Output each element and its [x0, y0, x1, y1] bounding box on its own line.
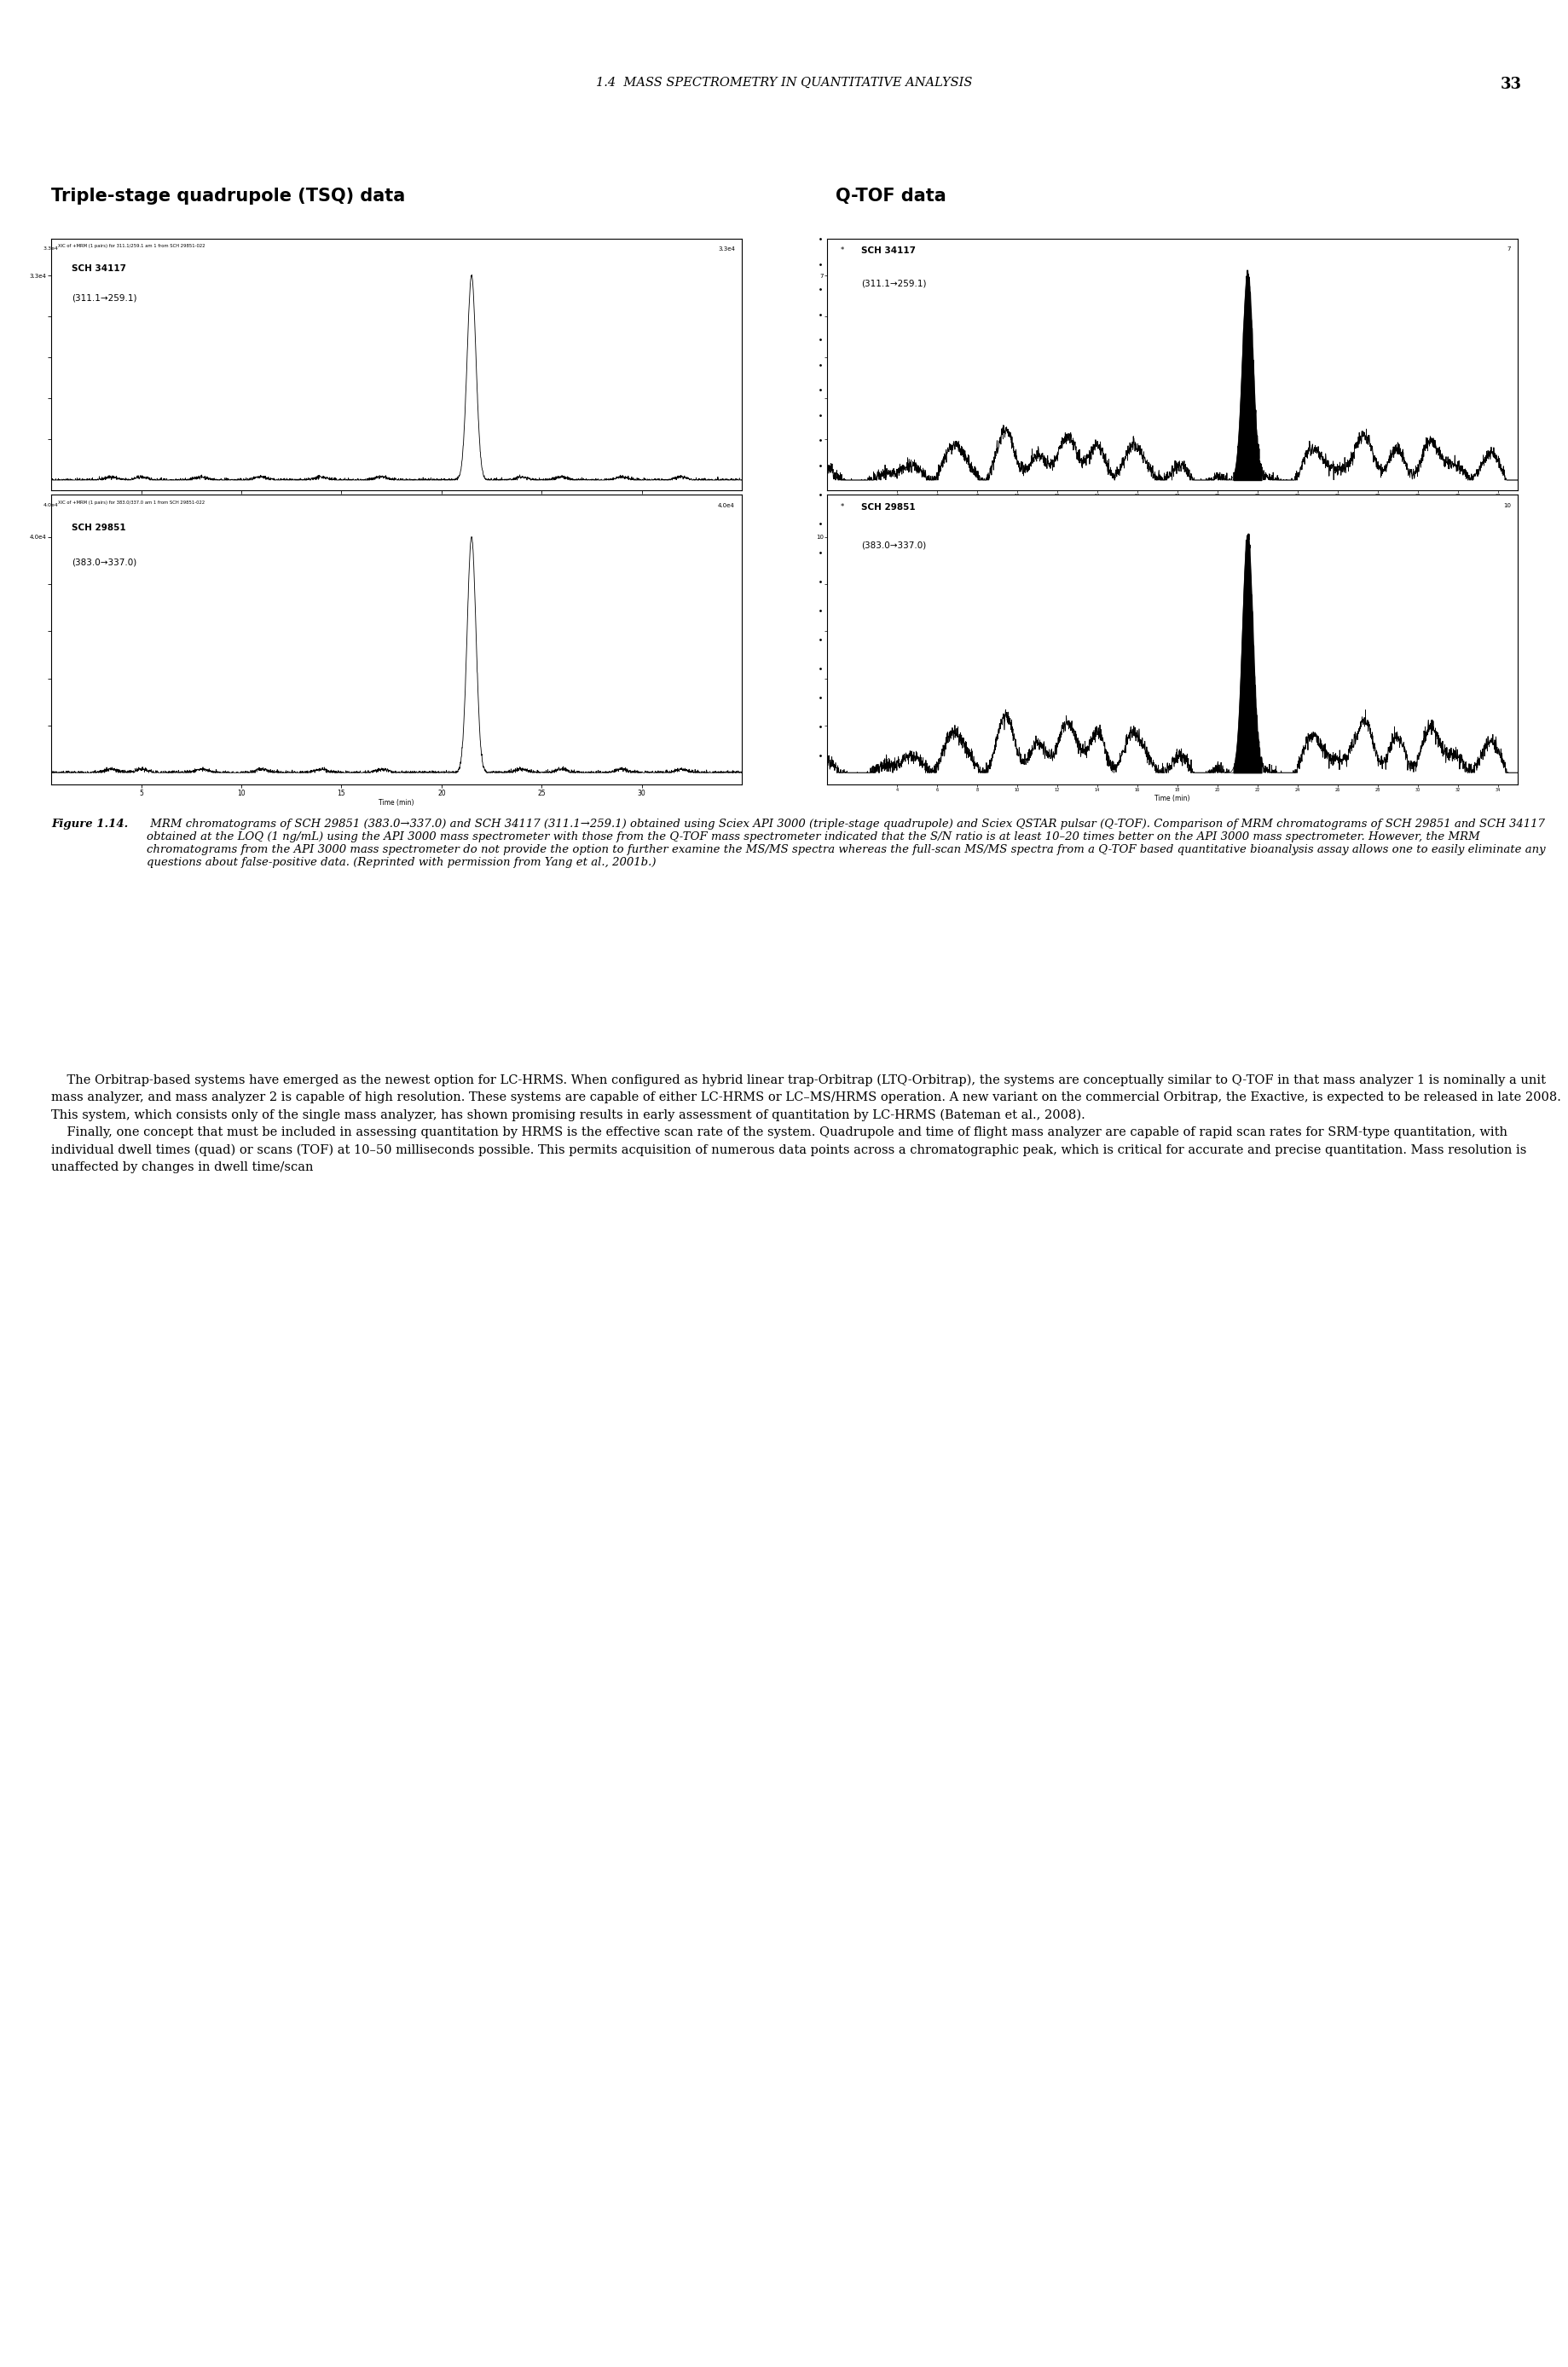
Text: 4.0e4: 4.0e4	[718, 504, 734, 509]
Text: *: *	[840, 504, 844, 511]
Text: XIC of +MRM (1 pairs) for 311.1/259.1 am 1 from SCH 29851-022: XIC of +MRM (1 pairs) for 311.1/259.1 am…	[58, 244, 205, 249]
Text: *: *	[840, 246, 844, 253]
Text: 3.3e4: 3.3e4	[718, 246, 734, 251]
Text: SCH 29851: SCH 29851	[861, 504, 916, 511]
Text: 10: 10	[1502, 504, 1510, 509]
Text: Q-TOF data: Q-TOF data	[836, 187, 946, 204]
Text: 1.4  MASS SPECTROMETRY IN QUANTITATIVE ANALYSIS: 1.4 MASS SPECTROMETRY IN QUANTITATIVE AN…	[596, 76, 972, 88]
Text: (311.1→259.1): (311.1→259.1)	[861, 279, 927, 286]
X-axis label: Time (min): Time (min)	[378, 800, 414, 807]
Text: SCH 34117: SCH 34117	[72, 263, 127, 272]
Text: 3.3e4: 3.3e4	[42, 246, 58, 251]
Text: (383.0→337.0): (383.0→337.0)	[72, 559, 136, 566]
Text: 4.0e4: 4.0e4	[42, 504, 58, 507]
X-axis label: Time (min): Time (min)	[1154, 795, 1190, 802]
Text: 33: 33	[1499, 76, 1521, 92]
Text: SCH 34117: SCH 34117	[861, 246, 916, 256]
Text: (383.0→337.0): (383.0→337.0)	[861, 542, 927, 549]
Text: XIC of +MRM (1 pairs) for 383.0/337.0 am 1 from SCH 29851-022: XIC of +MRM (1 pairs) for 383.0/337.0 am…	[58, 499, 205, 504]
Text: Figure 1.14.: Figure 1.14.	[52, 819, 129, 831]
Text: SCH 29851: SCH 29851	[72, 523, 125, 533]
X-axis label: Time (min): Time (min)	[1154, 499, 1190, 509]
Text: 7: 7	[1507, 246, 1510, 251]
X-axis label: Time (min): Time (min)	[378, 504, 414, 514]
Text: The Orbitrap-based systems have emerged as the newest option for LC-HRMS. When c: The Orbitrap-based systems have emerged …	[52, 1075, 1560, 1174]
Text: (311.1→259.1): (311.1→259.1)	[72, 294, 136, 303]
Text: Triple-stage quadrupole (TSQ) data: Triple-stage quadrupole (TSQ) data	[52, 187, 405, 204]
Text: MRM chromatograms of SCH 29851 (383.0→337.0) and SCH 34117 (311.1→259.1) obtaine: MRM chromatograms of SCH 29851 (383.0→33…	[146, 819, 1544, 869]
